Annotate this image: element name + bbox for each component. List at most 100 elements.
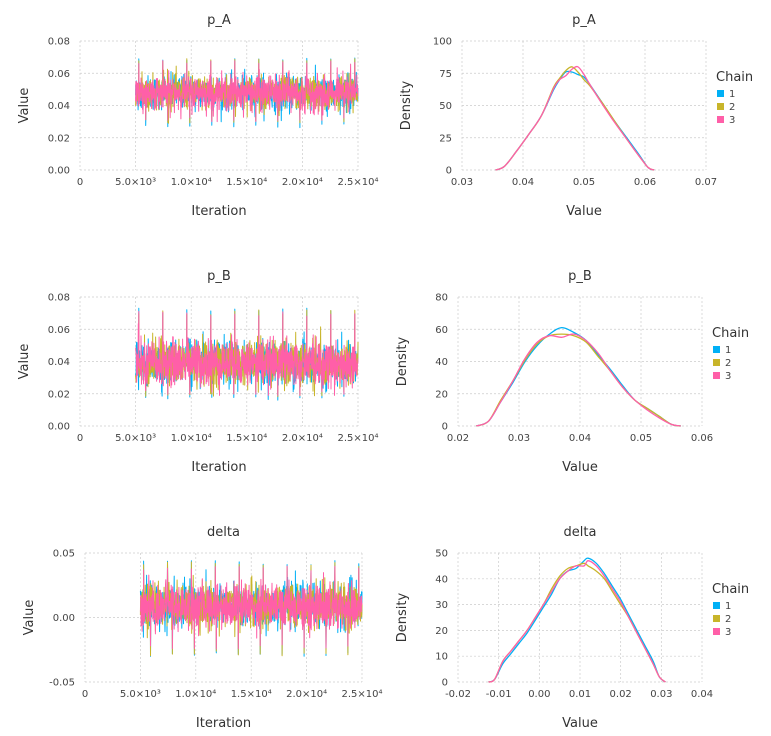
x-tick-label: 0.03 [508, 433, 530, 444]
x-tick-label: 1.5×10⁴ [226, 177, 267, 188]
legend-swatch-chain-2 [713, 359, 720, 366]
x-tick-label: 0.05 [630, 433, 652, 444]
y-tick-label: 10 [435, 652, 448, 663]
x-tick-label: 5.0×10³ [115, 433, 156, 444]
y-tick-label: 0 [442, 422, 448, 433]
x-tick-label: 0 [77, 177, 83, 188]
y-tick-label: 0 [442, 678, 448, 689]
density-series-chain-2 [488, 562, 666, 683]
x-axis-label: Iteration [191, 204, 246, 219]
x-tick-label: 2.0×10⁴ [282, 433, 323, 444]
chart-title: p_B [207, 269, 231, 284]
density-series-chain-3 [488, 560, 666, 683]
x-tick-label: 0.05 [573, 177, 595, 188]
legend-title: Chain [712, 326, 749, 341]
y-tick-label: 40 [435, 357, 448, 368]
x-axis-label: Value [562, 460, 598, 475]
x-tick-label: 0.07 [695, 177, 717, 188]
density-series-chain-3 [495, 65, 655, 171]
x-tick-label: 0.04 [691, 689, 713, 700]
chart-trace-delta: 0 5.0×10³ 1.0×10⁴ 1.5×10⁴ 2.0×10⁴ 2.5×10⁴ -0.0… [22, 525, 383, 731]
y-tick-label: 50 [439, 101, 452, 112]
x-tick-label: 0.01 [569, 689, 591, 700]
x-tick-label: -0.01 [486, 689, 512, 700]
x-tick-label: 2.0×10⁴ [282, 177, 323, 188]
y-tick-label: 0.02 [48, 389, 70, 400]
x-tick-label: 2.5×10⁴ [337, 177, 378, 188]
x-tick-label: 1.0×10⁴ [171, 433, 212, 444]
x-tick-label: 2.0×10⁴ [286, 689, 327, 700]
gridlines [457, 552, 703, 683]
y-tick-label: 20 [435, 626, 448, 637]
y-tick-label: 0.06 [48, 69, 70, 80]
y-tick-label: 0.04 [48, 101, 70, 112]
trace-series-chain-3 [135, 311, 359, 396]
y-tick-label: 40 [435, 574, 448, 585]
x-axis-label: Iteration [191, 460, 246, 475]
chart-density-p_B: 0.02 0.03 0.04 0.05 0.06 0 20 40 60 80 p_B Value Den… [395, 269, 749, 475]
legend: Chain 1 2 3 [712, 582, 749, 638]
y-tick-label: 0.00 [48, 422, 70, 433]
chart-trace-p_A: 0 5.0×10³ 1.0×10⁴ 1.5×10⁴ 2.0×10⁴ 2.5×10⁴ 0.00… [17, 13, 379, 219]
x-axis-label: Value [566, 204, 602, 219]
y-axis-label: Density [399, 80, 414, 130]
y-tick-label: 0 [446, 166, 452, 177]
x-tick-label: 5.0×10³ [120, 689, 161, 700]
y-tick-label: 0.04 [48, 357, 70, 368]
x-tick-label: 1.0×10⁴ [175, 689, 216, 700]
y-tick-label: 0.08 [48, 37, 70, 48]
legend-label-chain-3: 3 [729, 115, 735, 126]
x-tick-label: 5.0×10³ [115, 177, 156, 188]
y-tick-label: 0.00 [53, 613, 75, 624]
y-tick-label: 20 [435, 389, 448, 400]
y-tick-label: 0.02 [48, 133, 70, 144]
y-tick-label: 30 [435, 600, 448, 611]
legend-label-chain-1: 1 [729, 89, 735, 100]
y-tick-label: 0.06 [48, 325, 70, 336]
legend: Chain 1 2 3 [716, 70, 753, 126]
legend-title: Chain [716, 70, 753, 85]
chart-title: p_A [207, 13, 231, 28]
gridlines [461, 40, 707, 171]
x-tick-label: 0.03 [451, 177, 473, 188]
x-tick-label: 1.0×10⁴ [171, 177, 212, 188]
x-tick-label: 0.06 [634, 177, 656, 188]
y-tick-label: -0.05 [49, 678, 75, 689]
legend-label-chain-1: 1 [725, 345, 731, 356]
x-tick-label: 0.02 [610, 689, 632, 700]
x-tick-label: 0 [82, 689, 88, 700]
y-tick-label: 25 [439, 133, 452, 144]
y-axis-label: Density [395, 336, 410, 386]
chart-density-p_A: 0.03 0.04 0.05 0.06 0.07 0 25 50 75 100 p_A Value De… [399, 13, 753, 219]
legend-swatch-chain-3 [717, 116, 724, 123]
chart-trace-p_B: 0 5.0×10³ 1.0×10⁴ 1.5×10⁴ 2.0×10⁴ 2.5×10⁴ 0.00… [17, 269, 379, 475]
y-tick-label: 80 [435, 293, 448, 304]
x-tick-label: 0.04 [569, 433, 591, 444]
chart-title: delta [207, 525, 240, 540]
legend-swatch-chain-1 [713, 346, 720, 353]
y-tick-label: 0.08 [48, 293, 70, 304]
legend-swatch-chain-3 [713, 628, 720, 635]
legend-swatch-chain-2 [717, 103, 724, 110]
x-tick-label: 2.5×10⁴ [341, 689, 382, 700]
x-tick-label: 0.02 [447, 433, 469, 444]
y-axis-label: Value [17, 88, 32, 124]
y-axis-label: Density [395, 592, 410, 642]
x-axis-label: Value [562, 716, 598, 731]
y-tick-label: 100 [433, 37, 452, 48]
y-tick-label: 75 [439, 69, 452, 80]
legend-label-chain-2: 2 [725, 614, 731, 625]
y-tick-label: 50 [435, 549, 448, 560]
trace-series-chain-3 [139, 565, 363, 650]
y-tick-label: 0.05 [53, 549, 75, 560]
chart-density-delta: -0.02 -0.01 0.00 0.01 0.02 0.03 0.04 0 10 20 30 40 5… [395, 525, 749, 731]
density-series-chain-1 [488, 557, 666, 683]
x-tick-label: 0 [77, 433, 83, 444]
x-tick-label: 2.5×10⁴ [337, 433, 378, 444]
legend-swatch-chain-1 [717, 90, 724, 97]
trace-series-chain-3 [135, 60, 359, 123]
legend-label-chain-1: 1 [725, 601, 731, 612]
chart-title: delta [564, 525, 597, 540]
y-tick-label: 60 [435, 325, 448, 336]
x-tick-label: 1.5×10⁴ [231, 689, 272, 700]
